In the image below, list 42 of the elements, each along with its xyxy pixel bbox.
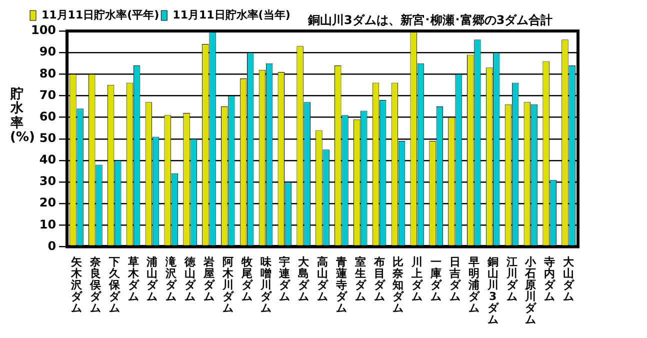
x-tick-label: 青蓮寺ダム	[334, 255, 348, 315]
x-tick-label: 草木ダム	[126, 255, 140, 303]
y-tick-label: 60	[39, 109, 56, 124]
x-tick-label: 比奈知ダム	[392, 255, 405, 315]
x-tick-label: 岩屋ダム	[202, 255, 216, 303]
x-tick-label: 味噌川ダム	[259, 255, 272, 315]
y-tick-label: 80	[39, 66, 56, 80]
chart-title: 銅山川3ダムは、新宮･柳瀬･富郷の3ダム合計	[308, 12, 553, 29]
y-tick-label: 70	[39, 88, 56, 102]
y-tick-label: 40	[39, 152, 56, 167]
x-tick-label: 牧尾ダム	[240, 255, 254, 303]
legend-label: 11月11日貯水率(当年)	[172, 8, 290, 22]
y-tick-label: 30	[39, 174, 56, 188]
y-tick-label: 90	[39, 44, 56, 59]
y-axis-title: 貯水率(%)	[10, 87, 35, 146]
y-tick-label: 0	[48, 238, 56, 253]
x-tick-label: 宇連ダム	[278, 255, 292, 303]
x-tick-label: 布目ダム	[372, 255, 386, 303]
x-tick-label: 大島ダム	[298, 255, 310, 303]
y-tick-label: 50	[39, 130, 56, 145]
x-tick-label: 江川ダム	[505, 255, 518, 303]
x-tick-label: 大山ダム	[563, 255, 576, 303]
x-tick-label: 徳山ダム	[184, 255, 197, 303]
x-tick-label: 矢木沢ダム	[70, 255, 84, 315]
y-tick-label: 20	[39, 196, 56, 210]
x-tick-label: 奈良俣ダム	[88, 255, 102, 315]
x-tick-label: 高山ダム	[317, 255, 330, 303]
x-tick-label: 小石原川ダム	[524, 255, 538, 326]
x-tick-label: 寺内ダム	[543, 255, 556, 303]
x-tick-label: 下久保ダム	[108, 255, 121, 315]
x-tick-label: 早明浦ダム	[467, 255, 480, 315]
legend-label: 11月11日貯水率(平年)	[42, 8, 160, 22]
y-tick-label: 10	[39, 217, 56, 232]
x-tick-label: 阿木川ダム	[221, 255, 234, 315]
x-tick-label: 室生ダム	[354, 255, 367, 303]
x-tick-label: 浦山ダム	[146, 255, 159, 303]
x-tick-label: 川上ダム	[410, 255, 424, 303]
y-tick-label: 100	[30, 23, 56, 38]
x-tick-label: 一庫ダム	[430, 255, 443, 303]
x-tick-label: 銅山川3ダム	[486, 255, 500, 326]
x-tick-label: 日吉ダム	[448, 255, 462, 303]
x-tick-label: 滝沢ダム	[164, 255, 178, 303]
